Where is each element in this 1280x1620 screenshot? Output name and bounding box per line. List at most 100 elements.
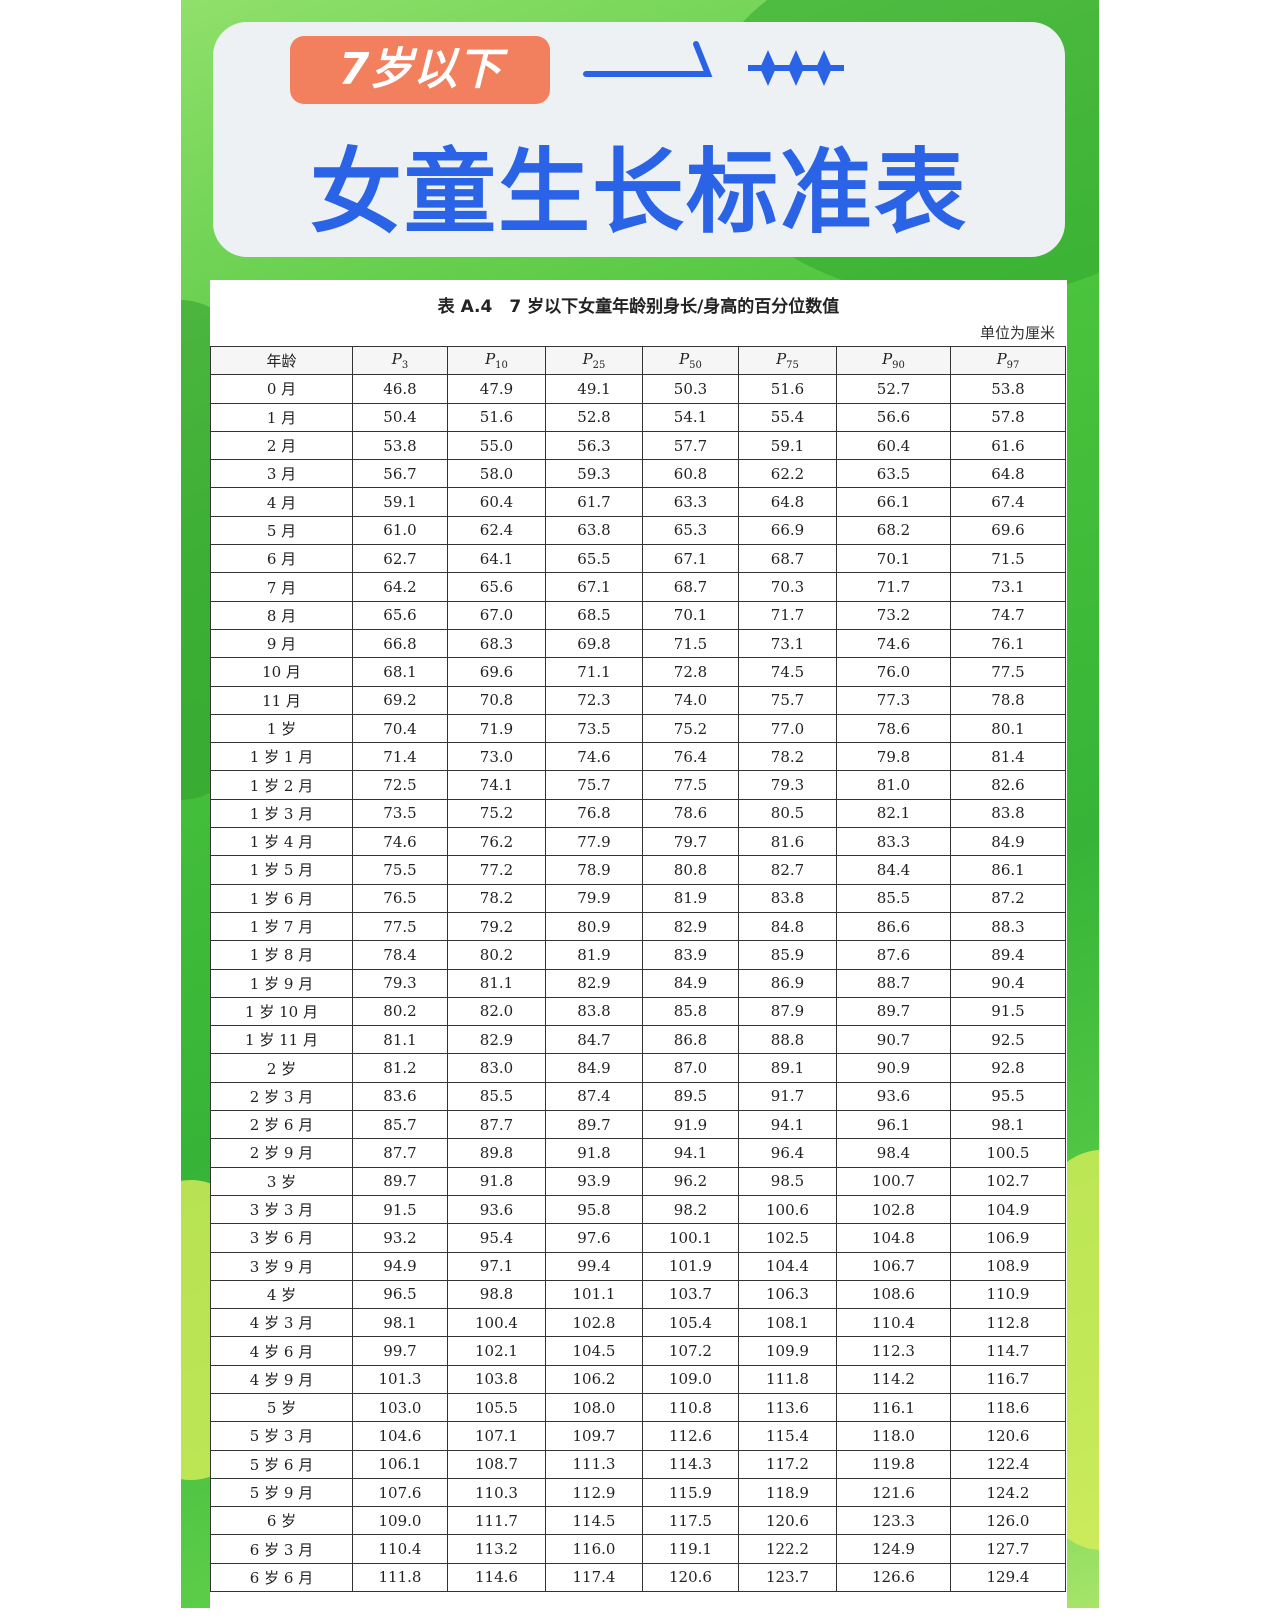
age-cell: 1 岁 10 月 bbox=[210, 996, 353, 1027]
value-cell: 74.6 bbox=[545, 742, 643, 772]
value-cell: 85.5 bbox=[836, 883, 951, 913]
column-subscript: 90 bbox=[892, 360, 905, 372]
table-row: 7 月 64.2 65.6 67.1 68.7 70.3 71.7 73.1 bbox=[210, 572, 1066, 602]
value-cell: 89.8 bbox=[447, 1138, 546, 1168]
value-cell: 67.1 bbox=[642, 544, 739, 574]
value-cell: 109.9 bbox=[738, 1336, 837, 1366]
value-cell: 84.7 bbox=[545, 1025, 643, 1055]
table-row: 1 岁 7 月 77.5 79.2 80.9 82.9 84.8 86.6 88.3 bbox=[210, 911, 1066, 942]
value-cell: 78.6 bbox=[642, 798, 739, 829]
value-cell: 63.5 bbox=[836, 459, 951, 489]
table-row: 1 月 50.4 51.6 52.8 54.1 55.4 56.6 57.8 bbox=[210, 402, 1066, 432]
value-cell: 67.0 bbox=[447, 600, 546, 630]
value-cell: 52.8 bbox=[545, 402, 643, 432]
growth-table: 年龄 P3 P10 P25 P50 P75 P90 P97 0 月 46.8 47.9 49.1 50… bbox=[210, 345, 1066, 1593]
value-cell: 57.8 bbox=[950, 402, 1066, 432]
value-cell: 64.1 bbox=[447, 544, 546, 574]
table-row: 6 岁 109.0 111.7 114.5 117.5 120.6 123.3 126.0 bbox=[210, 1506, 1066, 1536]
value-cell: 54.1 bbox=[642, 402, 739, 432]
value-cell: 108.1 bbox=[738, 1308, 837, 1338]
value-cell: 50.4 bbox=[352, 402, 448, 432]
value-cell: 111.3 bbox=[545, 1449, 643, 1479]
table-row: 3 月 56.7 58.0 59.3 60.8 62.2 63.5 64.8 bbox=[210, 459, 1066, 489]
column-symbol: P bbox=[582, 350, 593, 369]
age-cell: 6 岁 bbox=[210, 1506, 353, 1536]
value-cell: 106.7 bbox=[836, 1251, 951, 1281]
value-cell: 77.2 bbox=[447, 855, 546, 885]
value-cell: 82.1 bbox=[836, 798, 951, 829]
table-row: 1 岁 9 月 79.3 81.1 82.9 84.9 86.9 88.7 90.4 bbox=[210, 968, 1066, 998]
value-cell: 73.5 bbox=[352, 798, 448, 829]
value-cell: 97.6 bbox=[545, 1223, 643, 1253]
age-cell: 0 月 bbox=[210, 374, 353, 404]
age-cell: 4 月 bbox=[210, 487, 353, 517]
value-cell: 122.2 bbox=[738, 1534, 837, 1564]
value-cell: 68.3 bbox=[447, 628, 546, 659]
value-cell: 55.4 bbox=[738, 402, 837, 432]
table-row: 1 岁 8 月 78.4 80.2 81.9 83.9 85.9 87.6 89.4 bbox=[210, 940, 1066, 970]
table-row: 5 岁 6 月 106.1 108.7 111.3 114.3 117.2 119.8 122… bbox=[210, 1449, 1066, 1479]
value-cell: 119.1 bbox=[642, 1534, 739, 1564]
age-cell: 2 岁 3 月 bbox=[210, 1081, 353, 1112]
value-cell: 118.6 bbox=[950, 1392, 1066, 1423]
column-subscript: 25 bbox=[592, 360, 606, 372]
value-cell: 107.1 bbox=[447, 1421, 546, 1451]
value-cell: 100.7 bbox=[836, 1166, 951, 1196]
value-cell: 91.8 bbox=[545, 1138, 643, 1168]
value-cell: 104.9 bbox=[950, 1194, 1066, 1225]
value-cell: 77.5 bbox=[642, 770, 739, 800]
table-row: 0 月 46.8 47.9 49.1 50.3 51.6 52.7 53.8 bbox=[210, 374, 1066, 404]
value-cell: 102.8 bbox=[545, 1308, 643, 1338]
value-cell: 63.8 bbox=[545, 515, 643, 546]
value-cell: 80.5 bbox=[738, 798, 837, 829]
table-row: 5 岁 103.0 105.5 108.0 110.8 113.6 116.1 118.6 bbox=[210, 1392, 1066, 1423]
value-cell: 61.0 bbox=[352, 515, 448, 546]
value-cell: 74.0 bbox=[642, 685, 739, 715]
table-row: 1 岁 5 月 75.5 77.2 78.9 80.8 82.7 84.4 86.1 bbox=[210, 855, 1066, 885]
value-cell: 75.5 bbox=[352, 855, 448, 885]
value-cell: 83.0 bbox=[447, 1053, 546, 1083]
value-cell: 63.3 bbox=[642, 487, 739, 517]
table-row: 6 岁 3 月 110.4 113.2 116.0 119.1 122.2 124.9 127… bbox=[210, 1534, 1066, 1564]
age-cell: 1 岁 2 月 bbox=[210, 770, 353, 800]
value-cell: 76.0 bbox=[836, 657, 951, 687]
value-cell: 110.3 bbox=[447, 1477, 546, 1508]
table-row: 1 岁 3 月 73.5 75.2 76.8 78.6 80.5 82.1 83.8 bbox=[210, 798, 1066, 829]
table-row: 1 岁 4 月 74.6 76.2 77.9 79.7 81.6 83.3 84.9 bbox=[210, 827, 1066, 857]
age-cell: 9 月 bbox=[210, 628, 353, 659]
age-cell: 3 岁 3 月 bbox=[210, 1194, 353, 1225]
value-cell: 76.5 bbox=[352, 883, 448, 913]
table-row: 5 月 61.0 62.4 63.8 65.3 66.9 68.2 69.6 bbox=[210, 515, 1066, 546]
value-cell: 107.6 bbox=[352, 1477, 448, 1508]
table-row: 9 月 66.8 68.3 69.8 71.5 73.1 74.6 76.1 bbox=[210, 628, 1066, 659]
table-row: 3 岁 3 月 91.5 93.6 95.8 98.2 100.6 102.8 104.9 bbox=[210, 1194, 1066, 1225]
column-subscript: 50 bbox=[689, 360, 702, 372]
value-cell: 100.1 bbox=[642, 1223, 739, 1253]
table-row: 1 岁 10 月 80.2 82.0 83.8 85.8 87.9 89.7 91.5 bbox=[210, 996, 1066, 1027]
header-title: 女童生长标准表 bbox=[309, 139, 968, 246]
value-cell: 61.6 bbox=[950, 430, 1066, 461]
value-cell: 108.0 bbox=[545, 1392, 643, 1423]
value-cell: 73.0 bbox=[447, 742, 546, 772]
column-header: P10 bbox=[447, 345, 546, 376]
value-cell: 73.5 bbox=[545, 713, 643, 744]
value-cell: 84.9 bbox=[545, 1053, 643, 1083]
age-cell: 5 岁 3 月 bbox=[210, 1421, 353, 1451]
value-cell: 66.9 bbox=[738, 515, 837, 546]
value-cell: 124.2 bbox=[950, 1477, 1066, 1508]
value-cell: 47.9 bbox=[447, 374, 546, 404]
value-cell: 98.4 bbox=[836, 1138, 951, 1168]
value-cell: 56.6 bbox=[836, 402, 951, 432]
table-row: 2 岁 3 月 83.6 85.5 87.4 89.5 91.7 93.6 95.5 bbox=[210, 1081, 1066, 1112]
value-cell: 79.3 bbox=[352, 968, 448, 998]
value-cell: 95.4 bbox=[447, 1223, 546, 1253]
column-subscript: 97 bbox=[1006, 360, 1020, 372]
value-cell: 123.3 bbox=[836, 1506, 951, 1536]
value-cell: 83.8 bbox=[738, 883, 837, 913]
value-cell: 53.8 bbox=[352, 430, 448, 461]
value-cell: 91.8 bbox=[447, 1166, 546, 1196]
value-cell: 94.1 bbox=[642, 1138, 739, 1168]
value-cell: 98.8 bbox=[447, 1279, 546, 1310]
value-cell: 78.4 bbox=[352, 940, 448, 970]
value-cell: 62.2 bbox=[738, 459, 837, 489]
